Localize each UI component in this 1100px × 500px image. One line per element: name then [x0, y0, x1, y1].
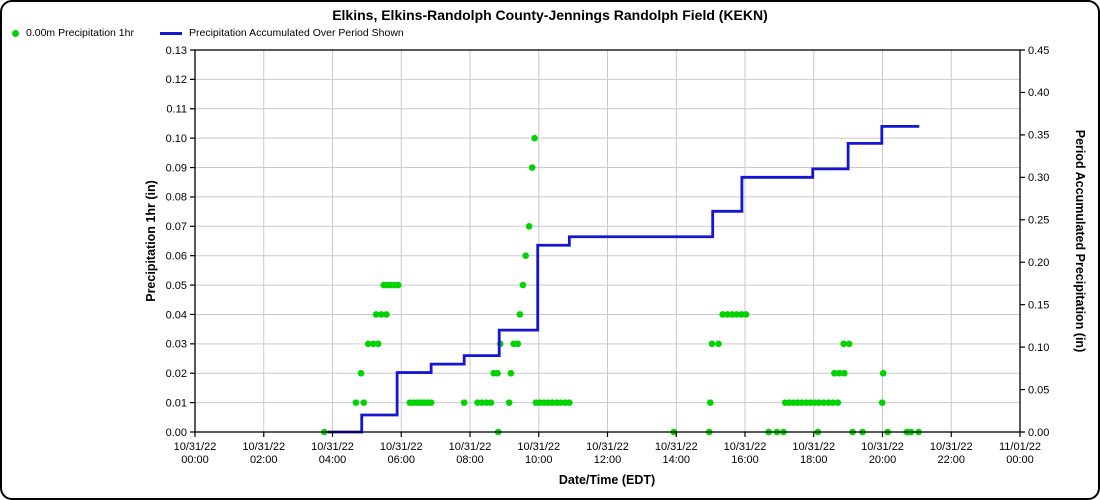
svg-text:0.06: 0.06 — [166, 250, 187, 262]
legend-label-accumulated: Precipitation Accumulated Over Period Sh… — [188, 27, 404, 39]
accumulated-precip-line — [327, 125, 920, 434]
svg-text:14:00: 14:00 — [662, 454, 690, 466]
svg-text:06:00: 06:00 — [387, 454, 415, 466]
svg-text:04:00: 04:00 — [319, 454, 347, 466]
svg-text:00:00: 00:00 — [1006, 454, 1034, 466]
legend-label-precip-1hr: 0.00m Precipitation 1hr — [26, 27, 134, 39]
x-axis-title: Date/Time (EDT) — [558, 473, 656, 487]
precip-1hr-scatter-series — [320, 134, 922, 436]
svg-text:10/31/22: 10/31/22 — [242, 441, 285, 453]
chart-title: Elkins, Elkins-Randolph County-Jennings … — [332, 7, 768, 23]
svg-text:10/31/22: 10/31/22 — [449, 441, 492, 453]
svg-text:10:00: 10:00 — [525, 454, 553, 466]
blue-line-marker-icon — [159, 31, 182, 35]
svg-text:10/31/22: 10/31/22 — [380, 441, 423, 453]
svg-text:0.08: 0.08 — [166, 192, 187, 204]
y-axis-right-title: Period Accumulated Precipitation (in) — [1073, 129, 1087, 353]
svg-text:0.13: 0.13 — [166, 45, 187, 57]
svg-text:0.11: 0.11 — [166, 104, 187, 116]
svg-text:0.10: 0.10 — [166, 133, 187, 145]
svg-text:10/31/22: 10/31/22 — [792, 441, 835, 453]
legend: 0.00m Precipitation 1hr Precipitation Ac… — [12, 27, 404, 39]
svg-text:0.01: 0.01 — [166, 397, 187, 409]
svg-text:10/31/22: 10/31/22 — [311, 441, 354, 453]
x-axis-ticks: 10/31/2200:0010/31/2202:0010/31/2204:001… — [174, 432, 1041, 466]
svg-text:0.05: 0.05 — [1028, 384, 1049, 396]
svg-text:0.15: 0.15 — [1028, 299, 1049, 311]
svg-text:0.07: 0.07 — [166, 221, 187, 233]
svg-text:10/31/22: 10/31/22 — [174, 441, 217, 453]
svg-text:16:00: 16:00 — [731, 454, 759, 466]
svg-text:20:00: 20:00 — [869, 454, 897, 466]
svg-text:10/31/22: 10/31/22 — [586, 441, 629, 453]
svg-text:0.02: 0.02 — [166, 368, 187, 380]
svg-text:0.35: 0.35 — [1028, 130, 1049, 142]
svg-text:0.00: 0.00 — [1028, 427, 1049, 439]
svg-text:0.45: 0.45 — [1028, 45, 1049, 57]
y-axis-left-title: Precipitation 1hr (in) — [144, 180, 158, 302]
svg-text:0.40: 0.40 — [1028, 87, 1049, 99]
svg-text:11/01/22: 11/01/22 — [999, 441, 1041, 453]
svg-text:08:00: 08:00 — [456, 454, 484, 466]
y-axis-right-ticks: 0.00 0.05 0.10 0.15 0.20 0.25 0.30 0.35 0.40 0.45 — [1020, 45, 1049, 439]
svg-text:0.09: 0.09 — [166, 162, 187, 174]
svg-text:12:00: 12:00 — [594, 454, 622, 466]
legend-item-precip-1hr: 0.00m Precipitation 1hr — [12, 27, 134, 39]
svg-text:0.00: 0.00 — [166, 427, 187, 439]
svg-text:18:00: 18:00 — [800, 454, 828, 466]
svg-text:02:00: 02:00 — [250, 454, 278, 466]
legend-item-accumulated: Precipitation Accumulated Over Period Sh… — [159, 27, 404, 39]
svg-text:0.05: 0.05 — [166, 280, 187, 292]
svg-text:0.10: 0.10 — [1028, 342, 1049, 354]
svg-text:0.03: 0.03 — [166, 339, 187, 351]
svg-text:22:00: 22:00 — [937, 454, 965, 466]
svg-text:0.25: 0.25 — [1028, 215, 1049, 227]
svg-text:10/31/22: 10/31/22 — [861, 441, 904, 453]
grid-lines — [195, 50, 1020, 432]
y-axis-left-ticks: 0.00 0.01 0.02 0.03 0.04 0.05 0.06 0.07 0.08 0.09… — [166, 45, 195, 439]
svg-text:00:00: 00:00 — [181, 454, 209, 466]
green-dot-marker-icon — [12, 29, 19, 37]
svg-text:10/31/22: 10/31/22 — [930, 441, 973, 453]
svg-text:10/31/22: 10/31/22 — [655, 441, 698, 453]
svg-text:10/31/22: 10/31/22 — [517, 441, 560, 453]
svg-text:10/31/22: 10/31/22 — [724, 441, 767, 453]
svg-text:0.04: 0.04 — [166, 309, 187, 321]
svg-text:0.12: 0.12 — [166, 74, 187, 86]
svg-text:0.20: 0.20 — [1028, 257, 1049, 269]
svg-text:0.30: 0.30 — [1028, 172, 1049, 184]
